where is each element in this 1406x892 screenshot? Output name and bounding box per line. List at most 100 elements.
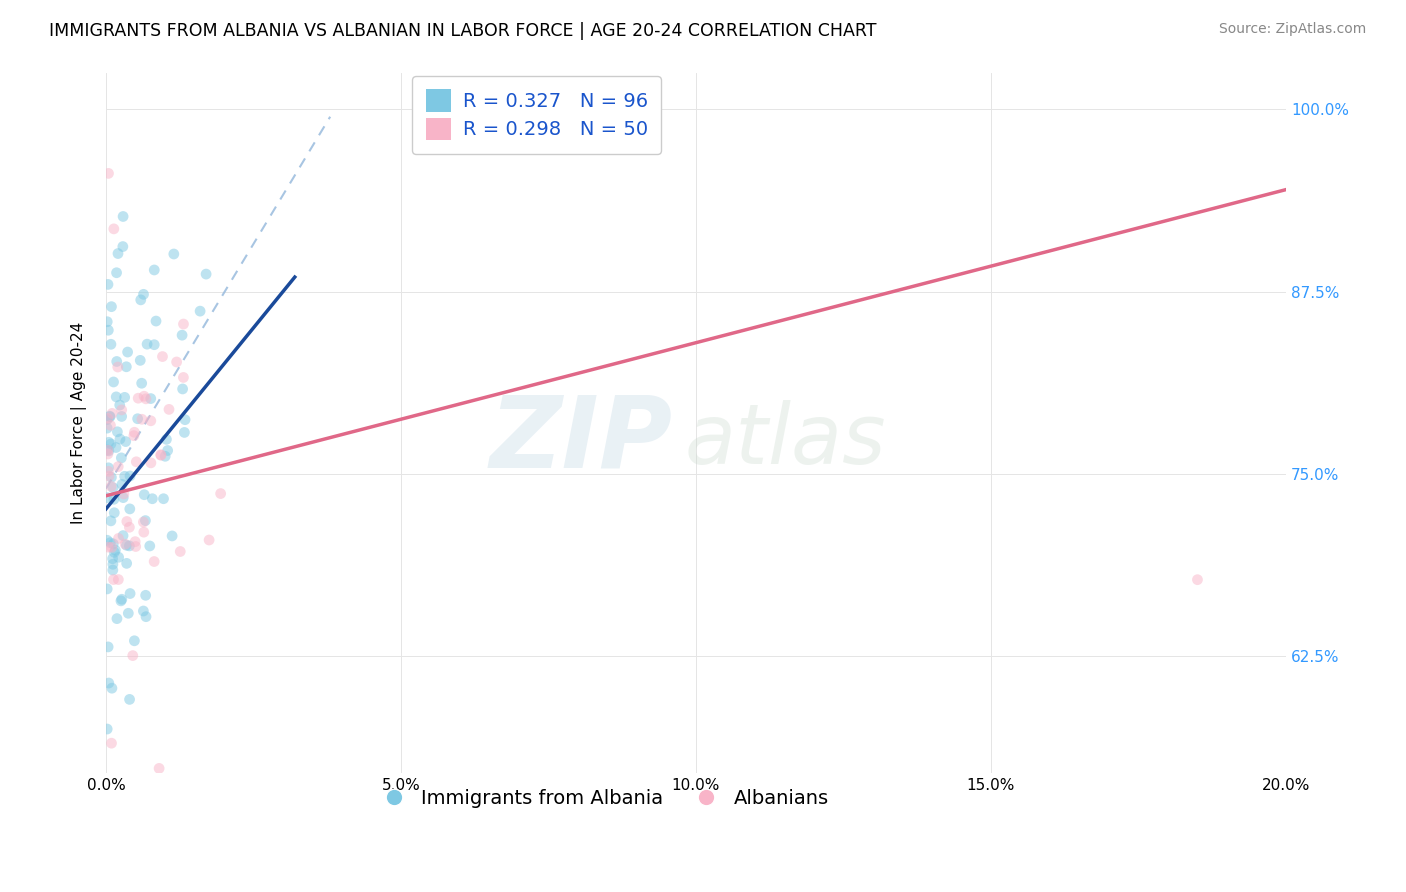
Point	[124, 633, 146, 648]
Point	[114, 390, 136, 404]
Point	[110, 594, 132, 608]
Text: IMMIGRANTS FROM ALBANIA VS ALBANIAN IN LABOR FORCE | AGE 20-24 CORRELATION CHART: IMMIGRANTS FROM ALBANIA VS ALBANIAN IN L…	[49, 22, 877, 40]
Point	[131, 412, 153, 426]
Point	[103, 222, 125, 236]
Point	[108, 432, 131, 446]
Point	[98, 409, 121, 424]
Point	[129, 353, 152, 368]
Point	[174, 412, 197, 426]
Point	[132, 525, 155, 540]
Point	[129, 293, 152, 307]
Point	[172, 382, 194, 396]
Point	[111, 403, 134, 417]
Point	[122, 428, 145, 442]
Point	[115, 557, 138, 571]
Point	[112, 487, 135, 501]
Point	[132, 287, 155, 301]
Point	[96, 722, 118, 736]
Point	[127, 391, 149, 405]
Point	[172, 328, 194, 343]
Point	[96, 315, 118, 329]
Point	[172, 317, 194, 331]
Point	[103, 545, 125, 559]
Point	[150, 448, 173, 462]
Point	[1187, 573, 1209, 587]
Point	[104, 543, 127, 558]
Point	[100, 470, 122, 484]
Point	[157, 402, 180, 417]
Point	[100, 418, 122, 433]
Point	[105, 390, 128, 404]
Point	[100, 437, 122, 451]
Point	[101, 558, 124, 572]
Point	[96, 421, 118, 435]
Point	[117, 345, 139, 359]
Point	[135, 392, 157, 406]
Point	[143, 337, 166, 351]
Point	[166, 355, 188, 369]
Point	[97, 460, 120, 475]
Point	[100, 736, 122, 750]
Point	[112, 528, 135, 542]
Point	[105, 612, 128, 626]
Point	[118, 539, 141, 553]
Point	[139, 456, 162, 470]
Point	[115, 359, 138, 374]
Point	[105, 354, 128, 368]
Point	[100, 479, 122, 493]
Point	[114, 434, 136, 449]
Point	[101, 481, 124, 495]
Point	[127, 411, 149, 425]
Point	[97, 640, 120, 654]
Point	[107, 573, 129, 587]
Point	[100, 300, 122, 314]
Point	[118, 469, 141, 483]
Point	[160, 529, 183, 543]
Point	[153, 450, 176, 464]
Point	[97, 676, 120, 690]
Point	[101, 551, 124, 566]
Point	[107, 359, 129, 374]
Point	[100, 514, 122, 528]
Point	[103, 537, 125, 551]
Point	[97, 443, 120, 458]
Point	[148, 761, 170, 775]
Point	[111, 239, 134, 253]
Point	[136, 337, 159, 351]
Point	[101, 681, 124, 696]
Point	[97, 166, 120, 180]
Point	[97, 447, 120, 461]
Point	[97, 464, 120, 478]
Legend: Immigrants from Albania, Albanians: Immigrants from Albania, Albanians	[367, 781, 837, 815]
Point	[97, 411, 120, 425]
Point	[97, 323, 120, 337]
Point	[118, 520, 141, 534]
Y-axis label: In Labor Force | Age 20-24: In Labor Force | Age 20-24	[72, 322, 87, 524]
Point	[139, 414, 162, 428]
Point	[97, 540, 120, 554]
Point	[96, 533, 118, 548]
Point	[97, 277, 120, 292]
Point	[115, 538, 138, 552]
Point	[155, 433, 177, 447]
Point	[188, 304, 211, 318]
Point	[107, 425, 129, 439]
Point	[105, 441, 128, 455]
Point	[118, 502, 141, 516]
Text: Source: ZipAtlas.com: Source: ZipAtlas.com	[1219, 22, 1367, 37]
Point	[107, 246, 129, 260]
Point	[149, 448, 172, 462]
Text: ZIP: ZIP	[489, 392, 672, 489]
Point	[125, 455, 148, 469]
Point	[98, 409, 121, 424]
Point	[98, 535, 121, 549]
Point	[114, 537, 136, 551]
Point	[163, 247, 186, 261]
Point	[96, 582, 118, 596]
Point	[97, 435, 120, 450]
Point	[96, 491, 118, 505]
Point	[132, 389, 155, 403]
Point	[101, 563, 124, 577]
Point	[135, 609, 157, 624]
Point	[139, 392, 162, 406]
